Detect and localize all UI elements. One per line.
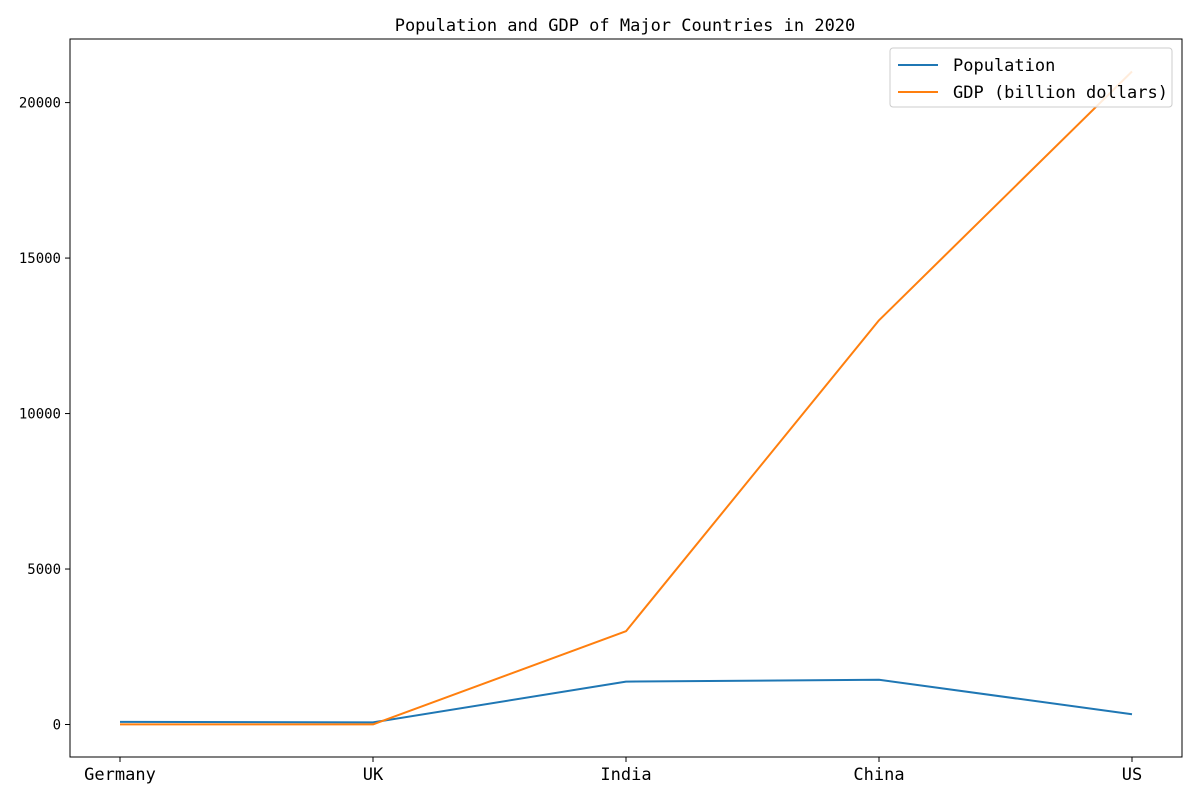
y-tick-label: 10000	[19, 407, 61, 423]
legend-label: Population	[953, 56, 1055, 76]
x-tick-label: India	[600, 765, 651, 785]
series-line-1	[120, 70, 1133, 726]
x-tick-label: US	[1122, 765, 1142, 785]
x-tick-label: UK	[363, 765, 384, 785]
legend-box	[889, 47, 1173, 108]
y-axis: 0 5000 10000 15000 20000	[19, 96, 70, 734]
y-tick-label: 20000	[19, 96, 61, 112]
y-tick-label: 0	[53, 718, 61, 734]
x-tick-label: Germany	[84, 765, 156, 785]
x-axis: Germany UK India China US	[84, 757, 1142, 785]
series-layer	[119, 70, 1133, 726]
y-tick-label: 5000	[27, 562, 61, 578]
x-tick-label: China	[853, 765, 904, 785]
legend-label: GDP (billion dollars)	[953, 83, 1168, 103]
chart-title: Population and GDP of Major Countries in…	[395, 16, 856, 36]
plot-frame	[69, 38, 1183, 758]
series-line-0	[119, 678, 1133, 724]
legend: Population GDP (billion dollars)	[889, 47, 1173, 108]
y-tick-label: 15000	[19, 251, 61, 267]
